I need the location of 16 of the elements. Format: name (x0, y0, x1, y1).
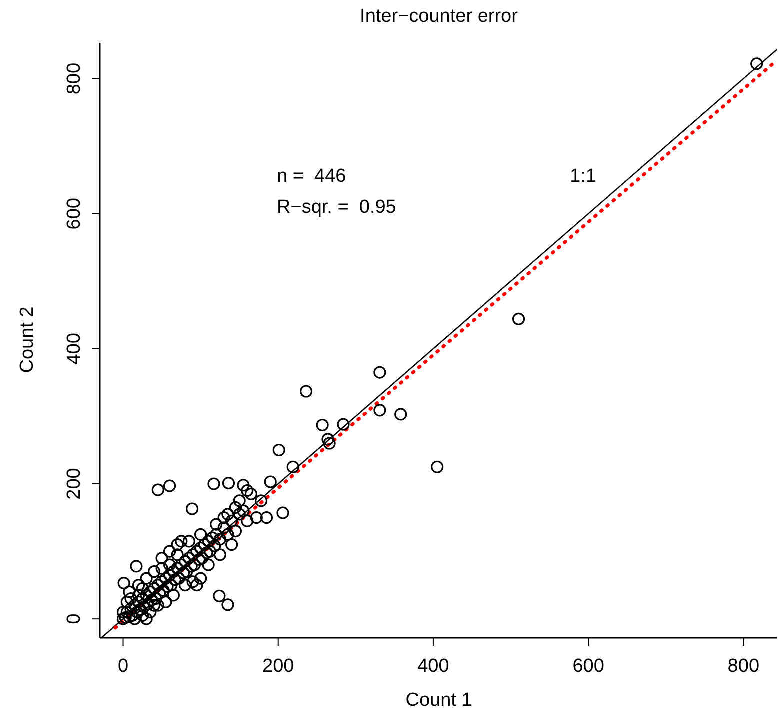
x-tick-label: 600 (572, 656, 604, 677)
y-tick-label: 600 (64, 198, 85, 230)
y-tick-label: 200 (64, 468, 85, 500)
y-axis-title: Count 2 (17, 306, 39, 374)
y-tick-label: 0 (64, 614, 85, 624)
y-tick-label: 800 (64, 62, 85, 95)
chart-title: Inter−counter error (359, 6, 519, 28)
x-tick-label: 0 (118, 656, 129, 677)
y-tick-label: 400 (64, 333, 85, 365)
annotation: n = 446 (277, 166, 346, 188)
x-tick-label: 400 (418, 656, 450, 677)
annotation: 1:1 (570, 166, 596, 188)
x-tick-label: 200 (262, 656, 294, 677)
x-tick-label: 800 (728, 656, 760, 677)
annotation: R−sqr. = 0.95 (277, 197, 396, 219)
x-axis-title: Count 1 (404, 690, 474, 712)
